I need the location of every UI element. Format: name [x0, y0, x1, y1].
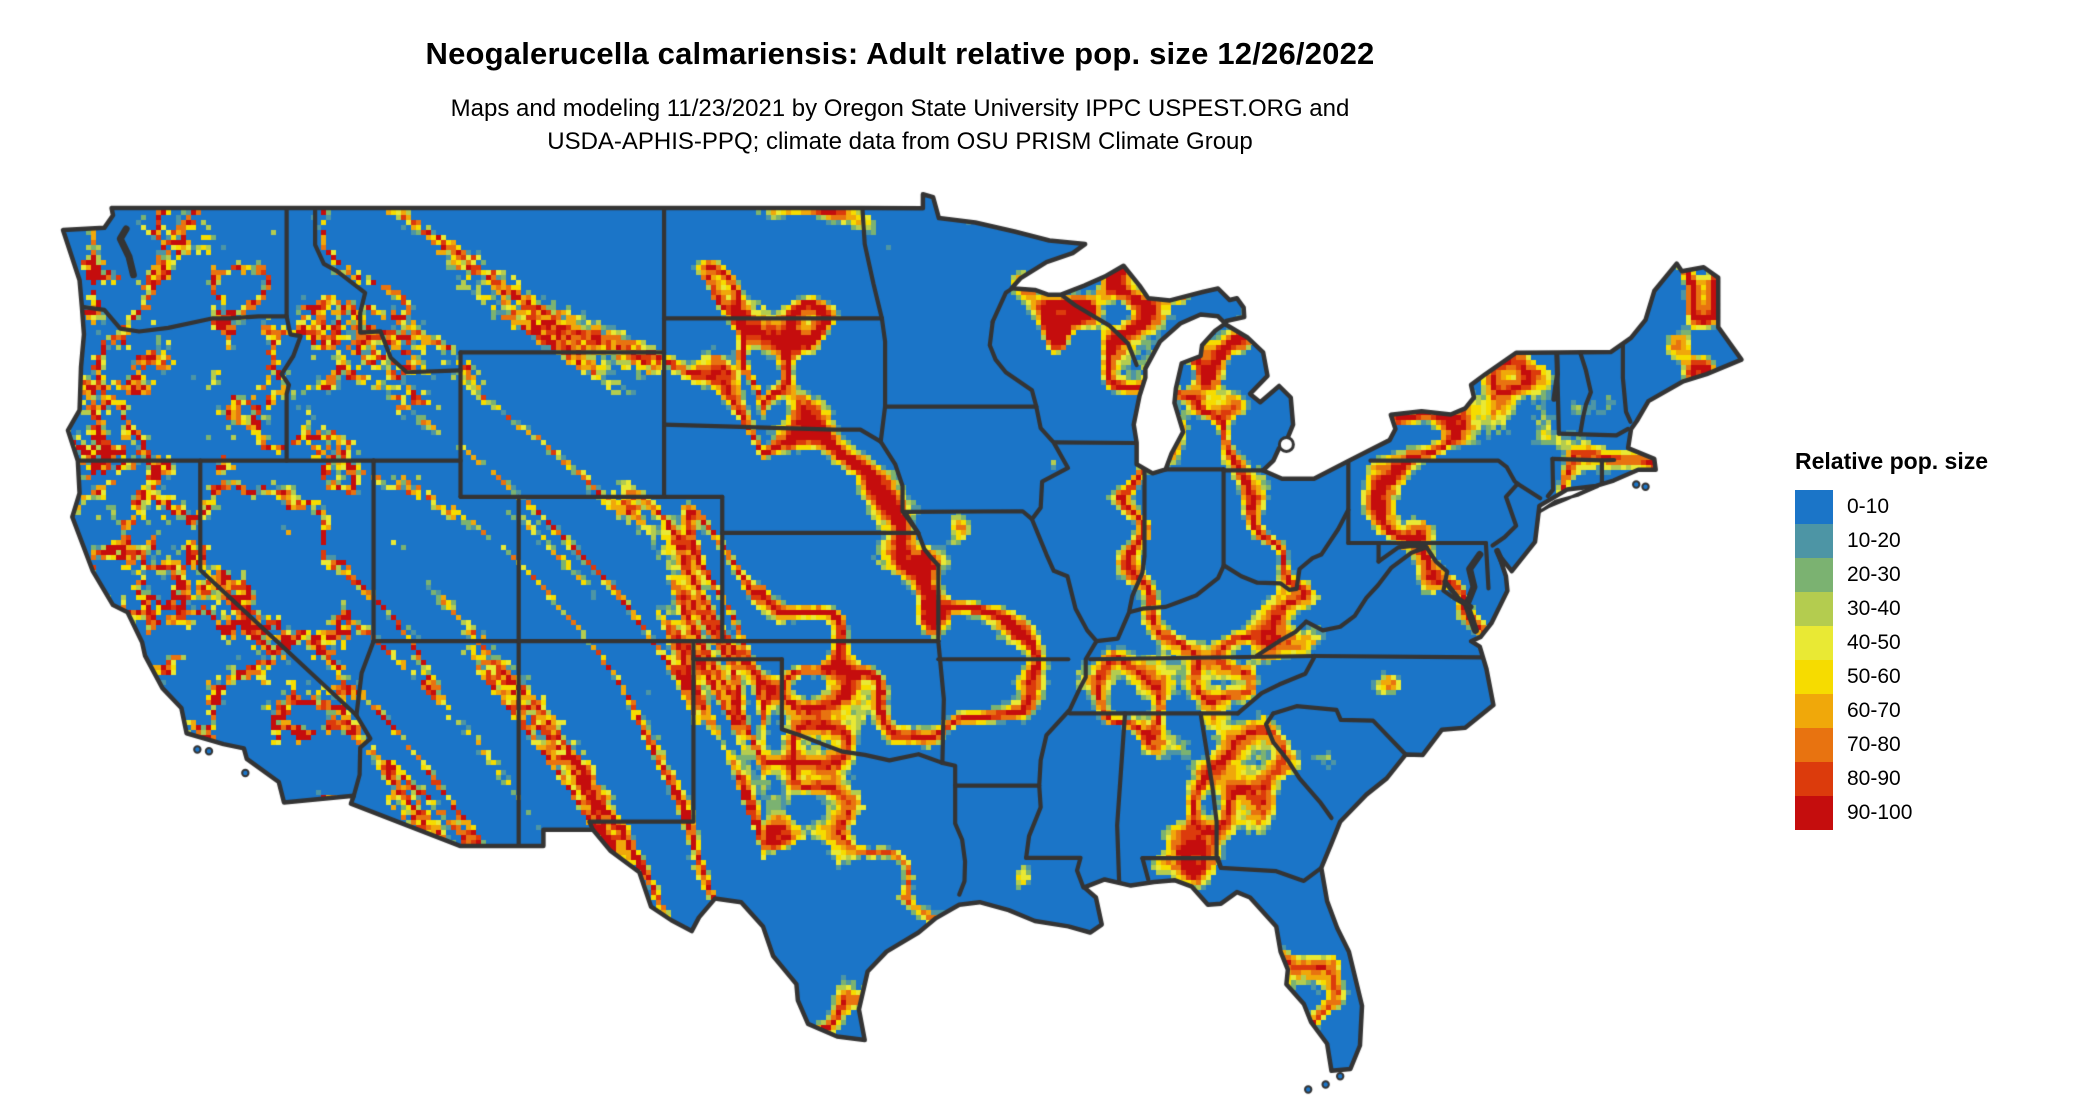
legend-item: 50-60	[1795, 660, 1988, 694]
page-subtitle: Maps and modeling 11/23/2021 by Oregon S…	[0, 92, 1800, 158]
legend-swatch	[1795, 558, 1833, 592]
legend-item-label: 40-50	[1847, 631, 1901, 654]
legend-items: 0-10 10-20 20-30 30-40 40-50 50-60 60-70 70-80 8…	[1795, 490, 1988, 830]
legend-item: 70-80	[1795, 728, 1988, 762]
legend-item: 10-20	[1795, 524, 1988, 558]
legend-swatch	[1795, 694, 1833, 728]
legend-item-label: 50-60	[1847, 665, 1901, 688]
legend-item-label: 0-10	[1847, 495, 1890, 518]
legend-swatch	[1795, 524, 1833, 558]
legend-item-label: 20-30	[1847, 563, 1901, 586]
legend-swatch	[1795, 796, 1833, 830]
legend-item: 20-30	[1795, 558, 1988, 592]
legend: Relative pop. size 0-10 10-20 20-30 30-40 40…	[1795, 448, 1988, 830]
legend-item-label: 80-90	[1847, 767, 1901, 790]
legend-item: 60-70	[1795, 694, 1988, 728]
subtitle-line-1: Maps and modeling 11/23/2021 by Oregon S…	[450, 95, 1350, 122]
legend-item-label: 10-20	[1847, 529, 1901, 552]
legend-item-label: 60-70	[1847, 699, 1901, 722]
legend-item-label: 90-100	[1847, 801, 1913, 824]
legend-item: 0-10	[1795, 490, 1988, 524]
subtitle-line-2: USDA-APHIS-PPQ; climate data from OSU PR…	[547, 128, 1253, 155]
legend-swatch	[1795, 626, 1833, 660]
page-title: Neogalerucella calmariensis: Adult relat…	[425, 36, 1375, 71]
legend-item-label: 70-80	[1847, 733, 1901, 756]
legend-swatch	[1795, 490, 1833, 524]
legend-swatch	[1795, 592, 1833, 626]
legend-swatch	[1795, 660, 1833, 694]
legend-item: 90-100	[1795, 796, 1988, 830]
legend-title: Relative pop. size	[1795, 448, 1989, 474]
legend-item: 40-50	[1795, 626, 1988, 660]
legend-swatch	[1795, 728, 1833, 762]
legend-item: 30-40	[1795, 592, 1988, 626]
legend-swatch	[1795, 762, 1833, 796]
legend-item: 80-90	[1795, 762, 1988, 796]
legend-item-label: 30-40	[1847, 597, 1901, 620]
